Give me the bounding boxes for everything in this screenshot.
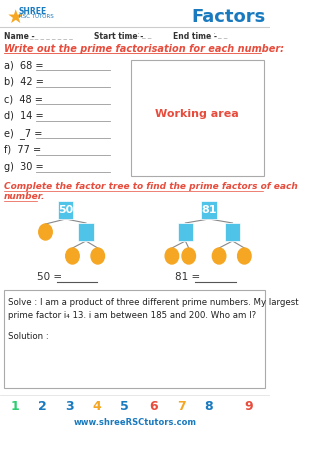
Text: 9: 9	[244, 400, 253, 413]
Text: Solve : I am a product of three different prime numbers. My largest: Solve : I am a product of three differen…	[8, 298, 299, 307]
Text: SHREE: SHREE	[19, 7, 47, 16]
Text: End time -: End time -	[173, 32, 217, 41]
Text: _ _ _ _ _ _ _ _: _ _ _ _ _ _ _ _	[29, 33, 72, 39]
FancyBboxPatch shape	[58, 201, 73, 219]
Text: Start time -: Start time -	[94, 32, 144, 41]
Text: ★: ★	[7, 8, 24, 27]
Text: Factors: Factors	[191, 8, 265, 26]
Text: number.: number.	[4, 192, 45, 201]
Text: _ _ : _ _: _ _ : _ _	[202, 33, 228, 39]
FancyBboxPatch shape	[178, 223, 193, 241]
Text: _ _ : _ _: _ _ : _ _	[126, 33, 152, 39]
Circle shape	[238, 248, 251, 264]
Text: 7: 7	[177, 400, 186, 413]
Text: 8: 8	[205, 400, 213, 413]
Text: c)  48 =: c) 48 =	[4, 94, 43, 104]
Text: 2: 2	[38, 400, 46, 413]
Text: 1: 1	[11, 400, 20, 413]
Text: a)  68 =: a) 68 =	[4, 60, 44, 70]
Text: 5: 5	[120, 400, 129, 413]
Text: 50 =: 50 =	[37, 272, 62, 282]
FancyBboxPatch shape	[4, 290, 265, 388]
Text: Name -: Name -	[4, 32, 35, 41]
Text: 3: 3	[66, 400, 74, 413]
FancyBboxPatch shape	[201, 201, 217, 219]
Text: 81 =: 81 =	[175, 272, 201, 282]
Text: b)  42 =: b) 42 =	[4, 77, 44, 87]
Text: www.shreeRSCtutors.com: www.shreeRSCtutors.com	[73, 418, 196, 427]
Circle shape	[182, 248, 196, 264]
Text: Working area: Working area	[155, 109, 239, 119]
Text: g)  30 =: g) 30 =	[4, 162, 44, 172]
Text: Complete the factor tree to find the prime factors of each: Complete the factor tree to find the pri…	[4, 182, 298, 191]
Circle shape	[165, 248, 179, 264]
Text: 6: 6	[149, 400, 158, 413]
Text: 50: 50	[58, 205, 73, 215]
Text: prime factor i₄ 13. i am between 185 and 200. Who am I?: prime factor i₄ 13. i am between 185 and…	[8, 311, 257, 320]
Text: d)  14 =: d) 14 =	[4, 111, 44, 121]
Text: Solution :: Solution :	[8, 332, 49, 341]
Text: e)  _7 =: e) _7 =	[4, 128, 43, 139]
FancyBboxPatch shape	[131, 60, 264, 176]
Text: RSC TUTORS: RSC TUTORS	[19, 14, 53, 19]
FancyBboxPatch shape	[78, 223, 93, 241]
Text: Write out the prime factorisation for each number:: Write out the prime factorisation for ea…	[4, 44, 284, 54]
Circle shape	[66, 248, 79, 264]
Text: f)  77 =: f) 77 =	[4, 145, 41, 155]
Text: 81: 81	[201, 205, 217, 215]
Circle shape	[91, 248, 104, 264]
Circle shape	[39, 224, 52, 240]
FancyBboxPatch shape	[225, 223, 240, 241]
Circle shape	[212, 248, 226, 264]
Text: 4: 4	[92, 400, 101, 413]
